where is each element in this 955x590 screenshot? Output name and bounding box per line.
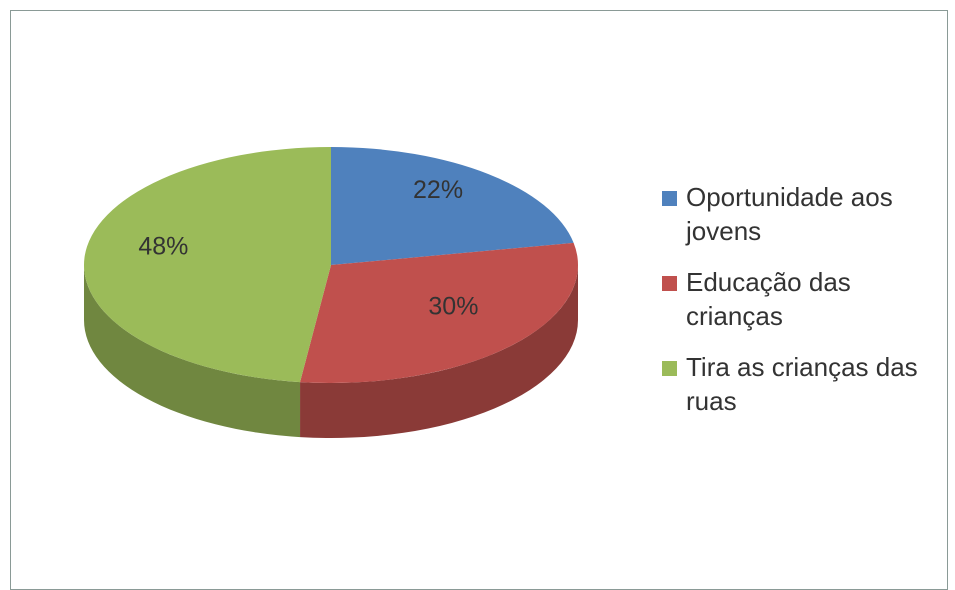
data-label: 48%	[138, 233, 188, 261]
legend-swatch	[662, 191, 677, 206]
legend-item: Oportunidade aos jovens	[662, 180, 952, 248]
legend: Oportunidade aos jovens Educação das cria…	[662, 180, 952, 435]
slice	[331, 147, 574, 265]
slice	[83, 147, 331, 383]
legend-label: Oportunidade aos jovens	[686, 182, 893, 246]
legend-label: Educação das crianças	[686, 267, 851, 331]
legend-item: Educação das crianças	[662, 265, 952, 333]
data-label: 30%	[428, 293, 478, 321]
slice	[300, 242, 578, 384]
legend-swatch	[662, 276, 677, 291]
slice-side	[300, 265, 578, 439]
legend-swatch	[662, 361, 677, 376]
data-label: 22%	[413, 176, 463, 204]
slice-side	[84, 265, 301, 438]
legend-label: Tira as crianças das ruas	[686, 352, 918, 416]
legend-item: Tira as crianças das ruas	[662, 350, 952, 418]
